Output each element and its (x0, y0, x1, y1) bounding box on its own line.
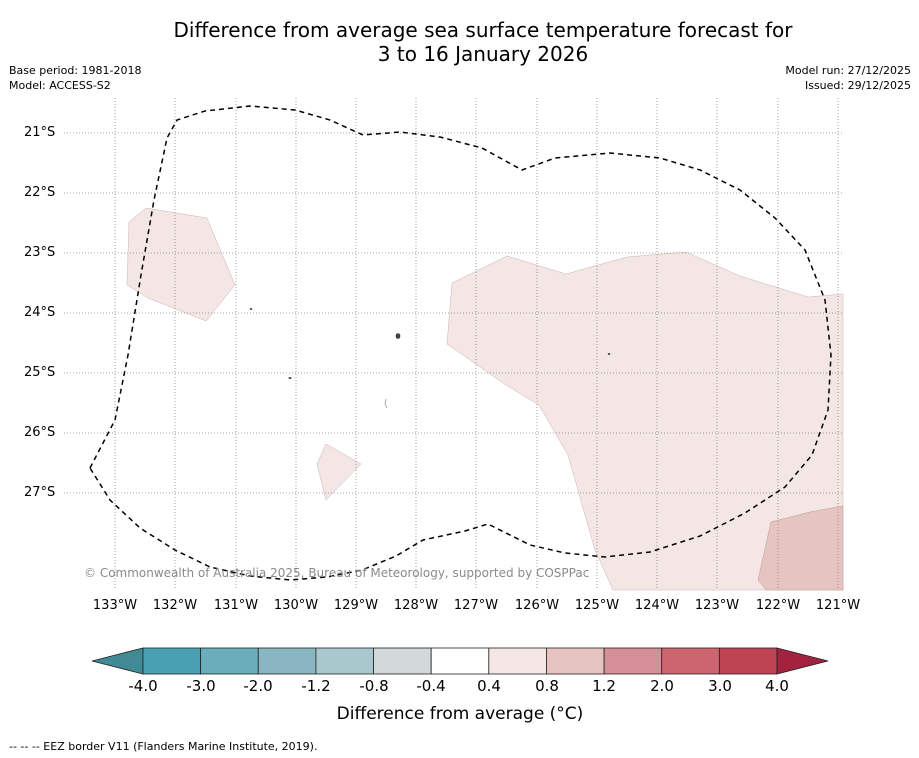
meta-left: Base period: 1981-2018 Model: ACCESS-S2 (9, 63, 141, 93)
base-period: Base period: 1981-2018 (9, 64, 142, 77)
island-small-3 (607, 353, 611, 355)
colorbar-segment (257, 647, 317, 675)
lon-label-124: 124°W (634, 598, 680, 613)
colorbar-segments (91, 647, 829, 675)
lon-label-122: 122°W (755, 598, 801, 613)
title-line-1: Difference from average sea surface temp… (173, 18, 793, 42)
lon-label-128: 128°W (393, 598, 439, 613)
gridlines (64, 98, 843, 590)
colorbar-segment (430, 647, 490, 675)
lat-label-27: 27°S (24, 485, 56, 500)
cbar-tick-9: 2.0 (650, 677, 674, 695)
lat-label-23: 23°S (24, 245, 56, 260)
meta-right: Model run: 27/12/2025 Issued: 29/12/2025 (785, 63, 911, 93)
lon-label-130: 130°W (273, 598, 319, 613)
lon-label-127: 127°W (453, 598, 499, 613)
island-reef (384, 398, 388, 409)
lon-label-121: 121°W (815, 598, 861, 613)
eez-border (89, 105, 832, 581)
island-ducie (395, 333, 401, 339)
cbar-tick-8: 1.2 (592, 677, 616, 695)
anomaly-area-warm-south (316, 443, 362, 501)
lon-label-132: 132°W (152, 598, 198, 613)
anomaly-area-warm-west (126, 207, 236, 322)
colorbar-extend-low (91, 647, 144, 675)
anomaly-fill-layer (126, 207, 844, 591)
colorbar-segment (373, 647, 432, 675)
island-small-2 (288, 377, 292, 379)
island-small-1 (249, 308, 253, 310)
cbar-tick-7: 0.8 (535, 677, 559, 695)
cbar-tick-5: -0.4 (416, 677, 446, 695)
cbar-tick-2: -2.0 (243, 677, 273, 695)
model-run: Model run: 27/12/2025 (785, 64, 911, 77)
title-line-2: 3 to 16 January 2026 (377, 42, 589, 66)
colorbar-segment (142, 647, 202, 675)
issued-date: Issued: 29/12/2025 (804, 79, 911, 92)
map-panel (64, 98, 844, 591)
colorbar-segment (603, 647, 663, 675)
colorbar-segment (661, 647, 720, 675)
anomaly-area-warmer-southeast (757, 505, 844, 591)
lon-label-129: 129°W (333, 598, 379, 613)
lon-label-123: 123°W (694, 598, 740, 613)
colorbar-segment (488, 647, 547, 675)
colorbar (91, 647, 829, 675)
colorbar-label: Difference from average (°C) (336, 704, 584, 724)
cbar-tick-6: 0.4 (477, 677, 501, 695)
cbar-tick-1: -3.0 (186, 677, 216, 695)
chart-title: Difference from average sea surface temp… (100, 18, 866, 66)
colorbar-extend-high (776, 647, 829, 675)
cbar-tick-11: 4.0 (765, 677, 789, 695)
colorbar-segment (718, 647, 778, 675)
lon-label-131: 131°W (213, 598, 259, 613)
lat-label-22: 22°S (24, 185, 56, 200)
lon-label-133: 133°W (92, 598, 138, 613)
model-name: Model: ACCESS-S2 (9, 79, 111, 92)
colorbar-segment (200, 647, 259, 675)
islands (249, 308, 611, 409)
cbar-tick-3: -1.2 (301, 677, 331, 695)
colorbar-segment (546, 647, 605, 675)
lon-label-126: 126°W (514, 598, 560, 613)
cbar-tick-4: -0.8 (359, 677, 389, 695)
lat-label-21: 21°S (24, 125, 56, 140)
lat-label-24: 24°S (24, 305, 56, 320)
copyright-notice: © Commonwealth of Australia 2025, Bureau… (84, 566, 590, 580)
colorbar-segment (315, 647, 374, 675)
lat-label-25: 25°S (24, 365, 56, 380)
anomaly-area-warm-east (446, 251, 844, 591)
cbar-tick-10: 3.0 (708, 677, 732, 695)
eez-legend-note: -- -- -- EEZ border V11 (Flanders Marine… (9, 740, 318, 753)
lat-label-26: 26°S (24, 425, 56, 440)
cbar-tick-0: -4.0 (128, 677, 158, 695)
lon-label-125: 125°W (574, 598, 620, 613)
